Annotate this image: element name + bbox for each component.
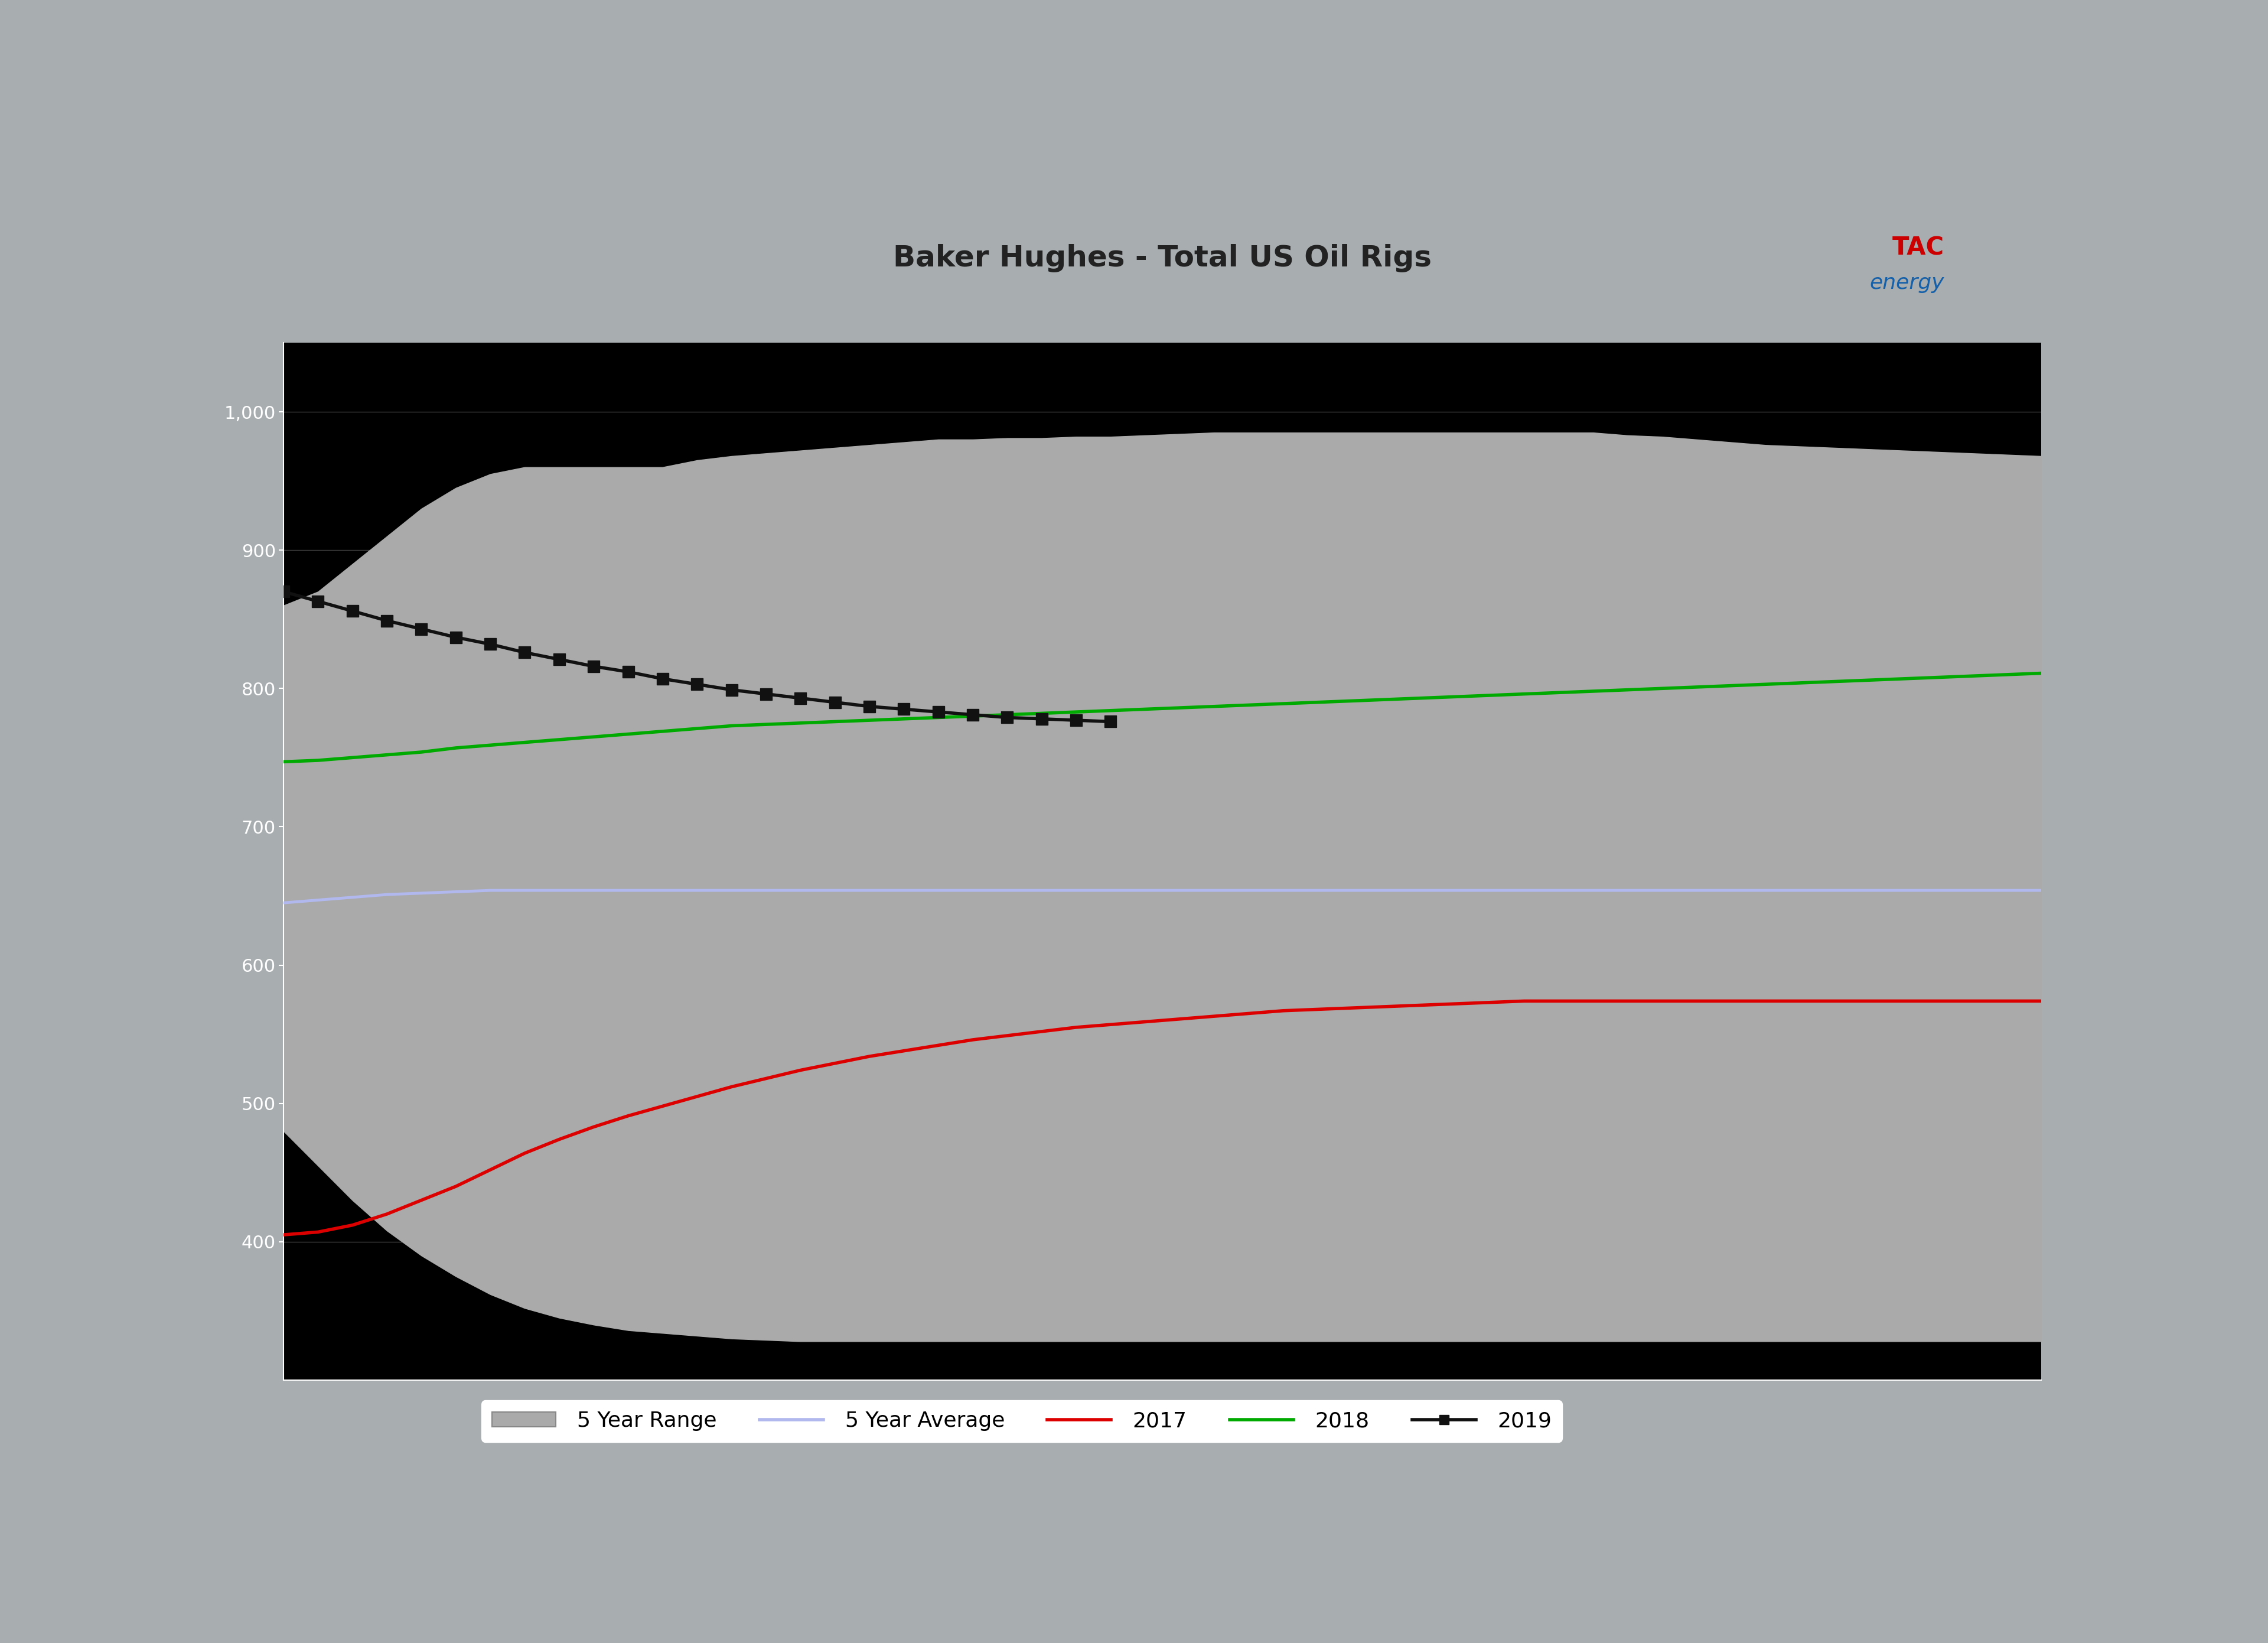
Text: Baker Hughes - Total US Oil Rigs: Baker Hughes - Total US Oil Rigs [894,243,1431,273]
Text: TAC: TAC [1892,235,1944,260]
Legend: 5 Year Range, 5 Year Average, 2017, 2018, 2019: 5 Year Range, 5 Year Average, 2017, 2018… [481,1400,1563,1443]
Text: energy: energy [1869,273,1944,292]
